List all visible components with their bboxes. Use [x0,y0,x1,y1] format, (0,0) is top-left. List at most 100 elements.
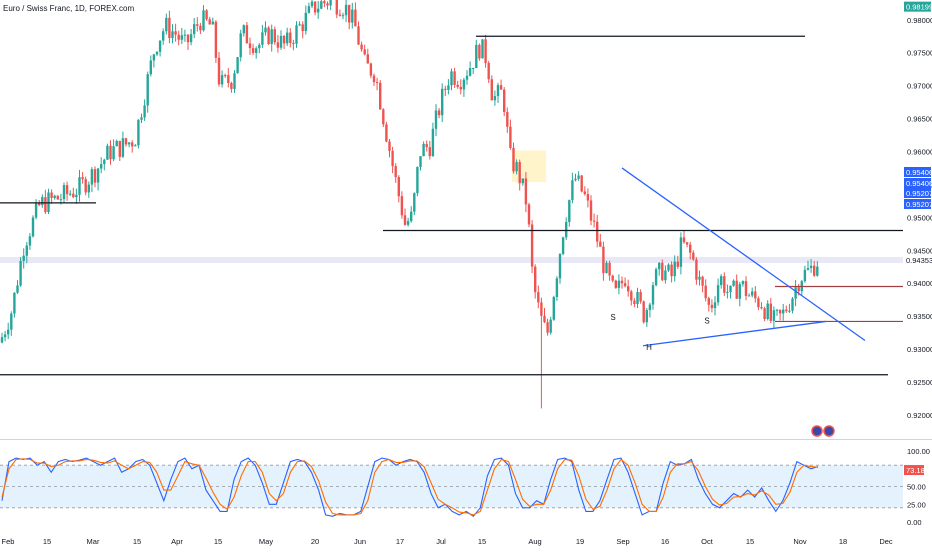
candle-body [599,241,602,247]
candle-body [682,237,686,243]
candle-body [354,9,357,27]
candle-body [326,3,329,6]
candle-body [196,24,199,26]
candle-body [394,166,397,178]
candle-body [416,166,419,194]
candle-body [410,211,413,222]
candle-body [341,15,345,17]
candle-body [171,31,174,38]
candle-body [124,138,128,145]
candle-body [217,57,221,85]
candle-body [447,85,450,90]
candle-body [22,255,25,261]
candle-body [583,191,586,195]
candle-body [276,42,280,48]
candle-body [664,270,667,281]
candle-body [710,304,714,309]
candle-body [34,202,38,218]
candle-body [468,68,472,76]
x-tick-label: Jul [436,537,446,546]
candle-body [273,29,276,43]
price-tag-label: 0.94353 [906,256,932,265]
candle-body [93,169,97,183]
candle-body [189,34,193,43]
candle-body [481,39,484,59]
candle-body [162,31,165,41]
x-tick-label: Dec [879,537,893,546]
y-tick-label: 0.98000 [907,16,932,25]
candle-body [772,310,776,321]
candle-body [422,143,425,157]
candle-body [121,138,125,157]
x-tick-label: Aug [528,537,541,546]
candle-body [388,141,391,151]
candle-body [720,276,723,286]
osc-y-tick-label: 100.00 [907,447,930,456]
candle-body [84,179,87,193]
trendline-descending [621,167,866,342]
candle-body [782,309,785,314]
candle-body [785,309,788,312]
candle-body [379,82,382,110]
candle-body [732,280,735,286]
candle-body [791,298,794,311]
stoch-value-tag-bg [904,465,924,476]
stoch-value-label: 73.18 [906,466,925,475]
candle-body [437,110,441,116]
candle-body [183,34,187,36]
candle-body [177,34,180,40]
candle-body [493,96,497,101]
candle-body [651,285,655,305]
candle-body [115,140,118,147]
candle-body [512,147,515,172]
candle-body [707,298,710,305]
candle-body [109,145,112,160]
candle-body [369,63,373,76]
candle-body [313,1,317,13]
candle-body [642,301,645,323]
candle-body [298,24,301,26]
candle-body [487,62,490,80]
x-tick-label: 15 [214,537,222,546]
candle-body [155,51,159,55]
candle-body [670,264,673,277]
price-tag-bg [904,178,931,188]
candle-body [397,177,400,197]
candle-body [3,334,7,338]
candle-body [738,284,741,299]
candle-body [323,1,326,4]
candle-body [658,262,661,270]
x-tick-label: 15 [746,537,754,546]
candle-body [38,202,41,206]
candle-body [667,264,670,271]
event-icon [811,425,823,437]
candle-body [608,262,611,276]
candle-body [729,285,732,292]
candle-body [478,44,481,59]
candle-body [813,265,816,276]
candle-body [633,300,636,304]
candle-body [382,109,385,125]
candle-body [214,21,218,58]
candle-body [499,85,503,90]
candle-body [760,307,763,309]
candle-body [589,200,593,221]
candle-body [574,178,577,181]
candle-body [307,6,311,13]
candle-body [267,27,270,45]
candle-body [261,32,264,45]
x-tick-label: 19 [576,537,584,546]
candle-body [741,281,745,285]
y-tick-label: 0.93000 [907,345,932,354]
event-icon [823,425,835,437]
candle-body [31,217,35,237]
candle-body [723,276,726,293]
candle-body [400,196,404,216]
candle-body [431,128,435,157]
candle-body [360,44,363,50]
candle-body [304,12,307,32]
candle-body [586,194,590,201]
candle-body [87,184,90,193]
candle-body [645,310,648,323]
